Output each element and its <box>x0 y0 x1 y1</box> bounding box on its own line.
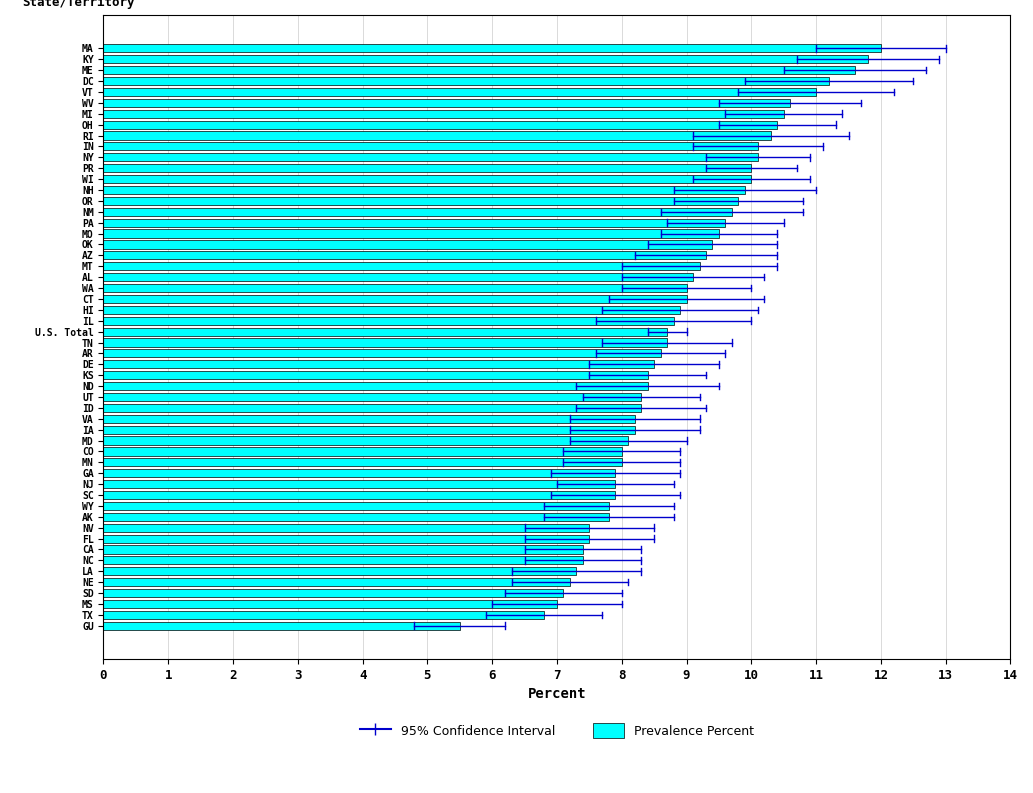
Bar <box>103 186 745 194</box>
Bar <box>103 262 699 270</box>
Bar <box>103 502 608 510</box>
Bar <box>103 622 460 630</box>
Bar <box>103 164 751 172</box>
Bar <box>103 295 687 303</box>
Bar <box>103 513 608 521</box>
Bar <box>103 600 557 608</box>
Bar <box>103 447 622 455</box>
Bar <box>103 99 790 107</box>
Bar <box>103 208 732 216</box>
Bar <box>103 578 570 586</box>
Bar <box>103 480 616 488</box>
Legend: 95% Confidence Interval, Prevalence Percent: 95% Confidence Interval, Prevalence Perc… <box>354 718 759 743</box>
Bar <box>103 56 868 63</box>
Bar <box>103 534 590 542</box>
Bar <box>103 523 590 532</box>
Bar <box>103 251 706 259</box>
Text: State/Territory: State/Territory <box>22 0 134 9</box>
Bar <box>103 458 622 466</box>
Bar <box>103 382 648 390</box>
Bar <box>103 611 544 619</box>
Bar <box>103 284 687 292</box>
Bar <box>103 557 583 565</box>
Bar <box>103 88 816 96</box>
Bar <box>103 349 661 358</box>
Bar <box>103 491 616 499</box>
Bar <box>103 273 693 282</box>
Bar <box>103 306 680 314</box>
Bar <box>103 339 667 347</box>
Bar <box>103 229 719 238</box>
Bar <box>103 197 739 205</box>
Bar <box>103 371 648 379</box>
Bar <box>103 44 881 52</box>
Bar <box>103 219 725 227</box>
Bar <box>103 316 674 325</box>
Bar <box>103 567 576 576</box>
Bar <box>103 77 829 85</box>
Bar <box>103 153 758 162</box>
Bar <box>103 469 616 477</box>
Bar <box>103 240 713 248</box>
X-axis label: Percent: Percent <box>528 688 587 701</box>
Bar <box>103 175 751 183</box>
Bar <box>103 436 628 445</box>
Bar <box>103 546 583 554</box>
Bar <box>103 415 634 423</box>
Bar <box>103 328 667 335</box>
Bar <box>103 360 654 369</box>
Bar <box>103 142 758 151</box>
Bar <box>103 121 777 128</box>
Bar <box>103 589 563 597</box>
Bar <box>103 426 634 434</box>
Bar <box>103 109 784 118</box>
Bar <box>103 404 641 412</box>
Bar <box>103 132 771 140</box>
Bar <box>103 393 641 401</box>
Bar <box>103 66 855 75</box>
